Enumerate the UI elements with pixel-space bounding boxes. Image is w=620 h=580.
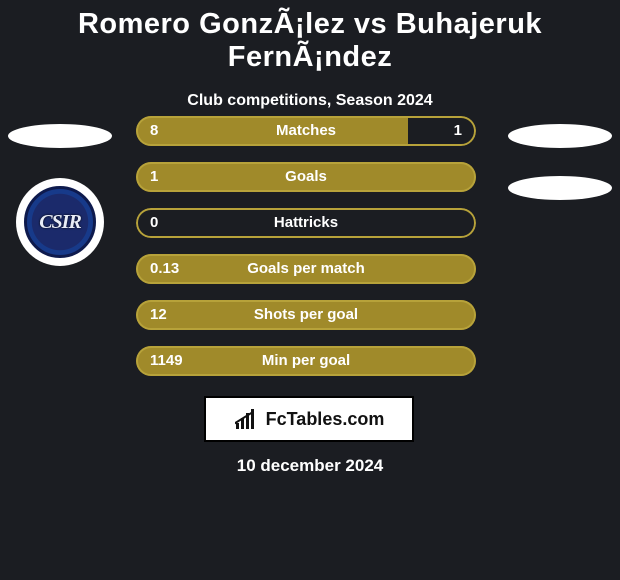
stat-label: Goals xyxy=(136,162,476,192)
player-photo-right-2 xyxy=(508,176,612,200)
fctables-logo-icon xyxy=(234,409,260,429)
comparison-card: Romero GonzÃ¡lez vs Buhajeruk FernÃ¡ndez… xyxy=(0,0,620,580)
club-badge-monogram: CSIR xyxy=(39,211,81,234)
stat-row: 81Matches xyxy=(136,116,476,146)
stat-row: 1149Min per goal xyxy=(136,346,476,376)
stat-row: 0.13Goals per match xyxy=(136,254,476,284)
page-title: Romero GonzÃ¡lez vs Buhajeruk FernÃ¡ndez xyxy=(0,0,620,74)
date-line: 10 december 2024 xyxy=(0,456,620,476)
stat-bars: 81Matches 1Goals 0Hattricks 0.13Goals per m… xyxy=(136,116,476,392)
stat-label: Hattricks xyxy=(136,208,476,238)
club-badge-inner: CSIR xyxy=(24,186,96,258)
stat-row: 12Shots per goal xyxy=(136,300,476,330)
stat-label: Goals per match xyxy=(136,254,476,284)
stat-row: 0Hattricks xyxy=(136,208,476,238)
stat-label: Shots per goal xyxy=(136,300,476,330)
stat-label: Min per goal xyxy=(136,346,476,376)
player-photo-right-1 xyxy=(508,124,612,148)
attribution[interactable]: FcTables.com xyxy=(204,396,414,442)
attribution-text: FcTables.com xyxy=(266,409,385,430)
club-badge-left: CSIR xyxy=(16,178,104,266)
stat-label: Matches xyxy=(136,116,476,146)
stat-row: 1Goals xyxy=(136,162,476,192)
player-photo-left xyxy=(8,124,112,148)
page-subtitle: Club competitions, Season 2024 xyxy=(0,92,620,110)
